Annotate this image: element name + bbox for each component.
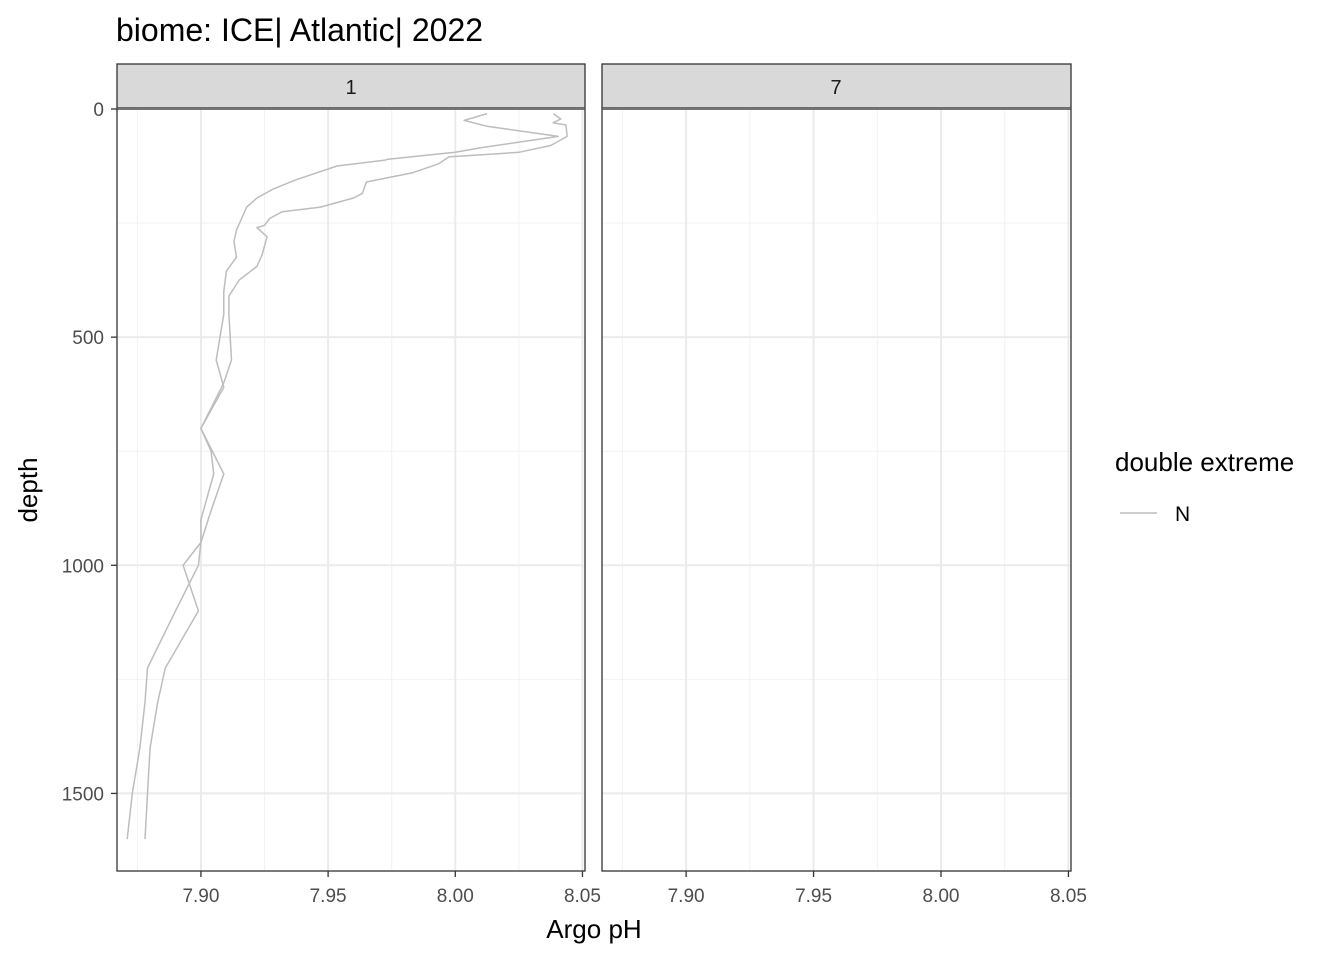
gridlines [117,108,585,871]
legend-label: N [1175,503,1190,526]
strip-label: 1 [345,77,356,99]
y-tick-label: 1500 [62,784,104,805]
facet-panel: 1 7.90 7.95 8.00 8.05 [116,63,601,907]
series-lines [126,112,568,840]
x-tick-label: 8.00 [923,886,960,907]
y-tick-label: 0 [93,100,104,121]
panel-background [117,109,585,871]
x-tick-label: 7.90 [668,886,705,907]
strip-background [116,63,586,109]
x-axis-title: Argo pH [546,914,641,944]
x-tick-label: 7.95 [795,886,832,907]
gridlines [602,108,1071,871]
y-tick-label: 500 [72,328,104,349]
x-tick-label: 8.05 [564,886,601,907]
y-tick-label: 1000 [62,556,104,577]
x-tick-label: 7.95 [310,886,347,907]
x-tick-label: 7.90 [182,886,219,907]
x-tick-label: 8.05 [1050,886,1087,907]
x-axis: 7.90 7.95 8.00 8.05 [182,871,601,907]
series-line [126,112,560,840]
strip-label: 7 [830,77,841,99]
chart-title: biome: ICE| Atlantic| 2022 [116,12,483,48]
legend-title: double extreme [1115,447,1294,477]
panel-border [116,108,586,872]
panel-border [601,108,1072,872]
y-axis-title: depth [13,457,43,522]
x-axis: 7.90 7.95 8.00 8.05 [668,871,1087,907]
strip-background [601,63,1072,109]
y-axis: 0 500 1000 1500 [62,100,117,805]
facet-panel: 7 7.90 7.95 8.00 8.05 [601,63,1087,907]
x-tick-label: 8.00 [437,886,474,907]
series-line [144,112,568,840]
legend: double extreme N [1115,447,1294,526]
panel-background [602,109,1071,871]
